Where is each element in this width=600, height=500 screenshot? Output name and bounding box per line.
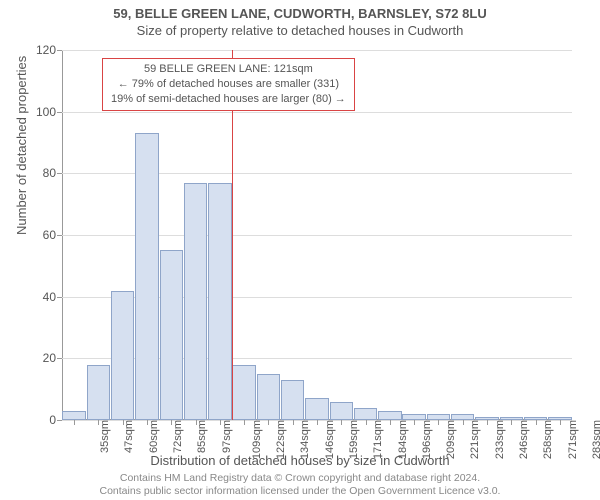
ytick-mark <box>57 50 62 51</box>
xtick-mark <box>196 420 197 425</box>
ytick-mark <box>57 358 62 359</box>
xtick-label: 85sqm <box>196 420 208 453</box>
annotation-line2: ← 79% of detached houses are smaller (33… <box>111 77 346 92</box>
ytick-mark <box>57 173 62 174</box>
xtick-mark <box>463 420 464 425</box>
bar <box>257 374 280 420</box>
ytick-label: 40 <box>16 290 56 304</box>
bar <box>208 183 231 420</box>
ytick-mark <box>57 420 62 421</box>
footer-line2: Contains public sector information licen… <box>0 485 600 498</box>
xtick-mark <box>366 420 367 425</box>
title-block: 59, BELLE GREEN LANE, CUDWORTH, BARNSLEY… <box>0 0 600 40</box>
xtick-mark <box>74 420 75 425</box>
gridline <box>62 112 572 113</box>
bar <box>135 133 158 420</box>
xtick-mark <box>560 420 561 425</box>
plot: 35sqm47sqm60sqm72sqm85sqm97sqm109sqm122s… <box>62 50 572 420</box>
xtick-label: 35sqm <box>99 420 111 453</box>
annotation-line3: 19% of semi-detached houses are larger (… <box>111 92 346 107</box>
chart-container: 59, BELLE GREEN LANE, CUDWORTH, BARNSLEY… <box>0 0 600 500</box>
ytick-label: 20 <box>16 351 56 365</box>
xtick-mark <box>414 420 415 425</box>
xtick-mark <box>244 420 245 425</box>
xtick-mark <box>98 420 99 425</box>
ytick-mark <box>57 297 62 298</box>
ytick-label: 120 <box>16 43 56 57</box>
title-line1: 59, BELLE GREEN LANE, CUDWORTH, BARNSLEY… <box>0 6 600 23</box>
ytick-label: 80 <box>16 166 56 180</box>
footer: Contains HM Land Registry data © Crown c… <box>0 472 600 498</box>
annotation-box: 59 BELLE GREEN LANE: 121sqm← 79% of deta… <box>102 58 355 111</box>
annotation-line1: 59 BELLE GREEN LANE: 121sqm <box>111 62 346 77</box>
footer-line1: Contains HM Land Registry data © Crown c… <box>0 472 600 485</box>
bar <box>111 291 134 421</box>
xtick-mark <box>220 420 221 425</box>
xtick-mark <box>293 420 294 425</box>
xtick-mark <box>438 420 439 425</box>
xtick-mark <box>123 420 124 425</box>
xtick-mark <box>390 420 391 425</box>
bar <box>330 402 353 421</box>
gridline <box>62 50 572 51</box>
xtick-mark <box>341 420 342 425</box>
bar <box>232 365 255 421</box>
ytick-label: 0 <box>16 413 56 427</box>
bar <box>354 408 377 420</box>
bar <box>87 365 110 421</box>
xtick-label: 97sqm <box>221 420 233 453</box>
xtick-label: 47sqm <box>123 420 135 453</box>
bar <box>305 398 328 420</box>
ytick-mark <box>57 235 62 236</box>
title-line2: Size of property relative to detached ho… <box>0 23 600 40</box>
bar <box>160 250 183 420</box>
ytick-label: 100 <box>16 105 56 119</box>
xtick-label: 60sqm <box>148 420 160 453</box>
y-axis-label: Number of detached properties <box>14 56 29 235</box>
ytick-label: 60 <box>16 228 56 242</box>
xtick-mark <box>536 420 537 425</box>
xtick-mark <box>147 420 148 425</box>
plot-area: 35sqm47sqm60sqm72sqm85sqm97sqm109sqm122s… <box>62 50 572 420</box>
xtick-label: 72sqm <box>172 420 184 453</box>
xtick-mark <box>171 420 172 425</box>
x-axis-label: Distribution of detached houses by size … <box>0 453 600 468</box>
xtick-mark <box>487 420 488 425</box>
bar <box>281 380 304 420</box>
bar <box>62 411 85 420</box>
bar <box>378 411 401 420</box>
ytick-mark <box>57 112 62 113</box>
bar <box>184 183 207 420</box>
xtick-mark <box>511 420 512 425</box>
xtick-mark <box>268 420 269 425</box>
xtick-mark <box>317 420 318 425</box>
